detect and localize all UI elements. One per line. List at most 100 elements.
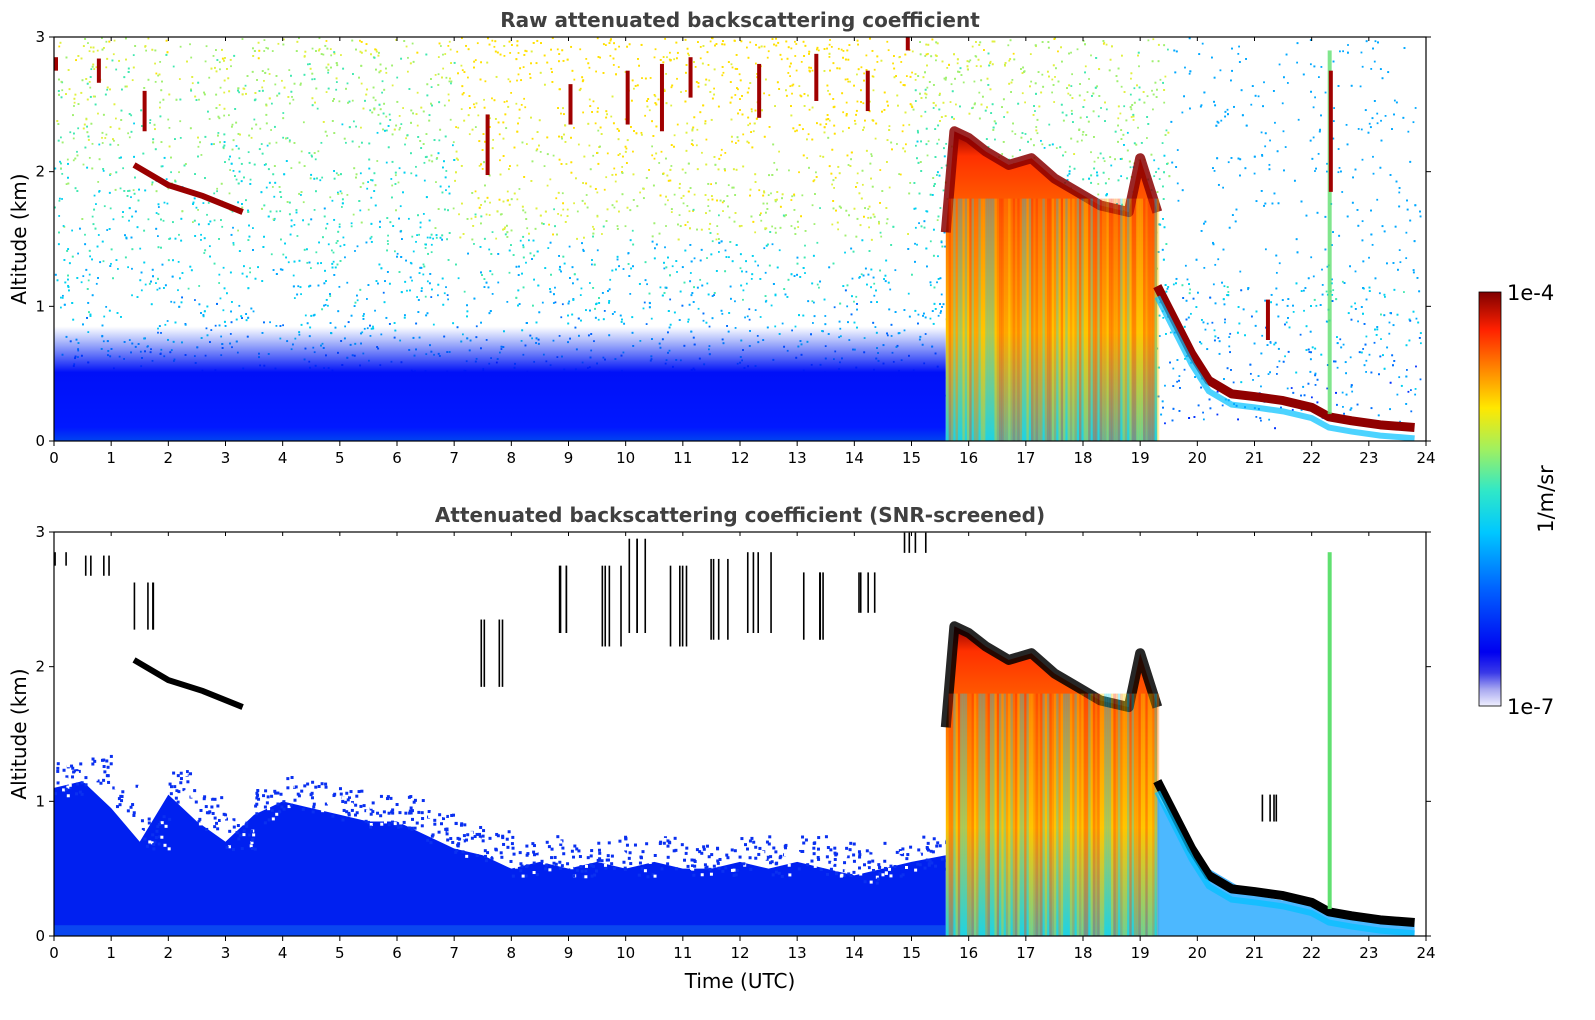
noise-speck — [1229, 332, 1232, 335]
noise-speck — [874, 137, 877, 140]
noise-speck — [924, 55, 927, 57]
noise-speck — [577, 143, 580, 146]
noise-speck — [1237, 52, 1240, 55]
noise-speck — [633, 87, 635, 90]
noise-speck — [1188, 72, 1191, 75]
noise-speck — [435, 181, 437, 183]
noise-speck — [728, 216, 731, 219]
noise-speck — [1299, 333, 1302, 336]
noise-speck — [238, 304, 241, 307]
noise-speck — [1309, 63, 1312, 66]
noise-speck — [1232, 381, 1235, 384]
noise-speck — [1214, 263, 1217, 266]
noise-speck — [665, 72, 668, 75]
noise-speck — [263, 79, 265, 82]
noise-speck — [1326, 170, 1328, 173]
noise-speck — [619, 152, 621, 155]
noise-speck — [1368, 353, 1371, 356]
noise-speck — [394, 250, 396, 253]
noise-speck — [306, 63, 309, 66]
noise-speck — [1216, 413, 1219, 416]
noise-speck — [370, 235, 373, 238]
noise-speck — [749, 41, 752, 44]
noise-speck — [1374, 40, 1377, 43]
noise-speck — [228, 192, 231, 195]
noise-speck — [275, 210, 278, 213]
noise-speck — [327, 304, 329, 307]
noise-speck — [815, 171, 817, 174]
noise-speck — [1102, 42, 1105, 45]
noise-speck — [1419, 342, 1422, 345]
noise-speck — [651, 154, 654, 157]
noise-speck — [535, 149, 538, 152]
noise-speck — [738, 73, 741, 76]
noise-speck — [616, 225, 619, 227]
noise-speck — [231, 123, 234, 126]
noise-speck — [539, 150, 542, 153]
noise-speck — [1398, 191, 1401, 194]
noise-speck — [1332, 120, 1335, 122]
noise-speck — [760, 219, 763, 222]
noise-speck — [290, 167, 293, 169]
noise-speck — [596, 191, 599, 194]
noise-speck — [313, 209, 316, 211]
noise-speck — [288, 139, 291, 142]
noise-speck — [1286, 387, 1289, 390]
noise-speck — [1165, 129, 1168, 132]
noise-speck — [701, 151, 703, 154]
noise-speck — [834, 176, 837, 179]
noise-speck — [597, 318, 600, 321]
noise-speck — [1361, 220, 1364, 223]
noise-speck — [654, 48, 657, 51]
noise-speck — [149, 121, 151, 124]
noise-speck — [1403, 291, 1405, 293]
noise-speck — [797, 226, 800, 228]
noise-speck — [885, 222, 888, 225]
noise-speck — [327, 243, 330, 246]
noise-speck — [1303, 289, 1305, 292]
noise-speck — [91, 215, 94, 218]
noise-speck — [1133, 87, 1136, 90]
noise-speck — [1226, 108, 1229, 111]
noise-speck — [1212, 283, 1215, 286]
noise-speck — [974, 102, 976, 105]
noise-speck — [1370, 68, 1373, 70]
noise-speck — [1278, 63, 1281, 66]
noise-speck — [445, 286, 447, 289]
noise-speck — [902, 124, 905, 127]
noise-speck — [1054, 76, 1056, 78]
noise-speck — [122, 167, 125, 170]
noise-speck — [159, 101, 162, 104]
noise-speck — [1184, 264, 1187, 267]
noise-speck — [73, 101, 76, 104]
noise-speck — [452, 207, 455, 210]
noise-speck — [670, 86, 673, 89]
noise-speck — [552, 154, 555, 157]
noise-speck — [516, 79, 518, 82]
noise-speck — [1130, 108, 1133, 111]
noise-speck — [1414, 393, 1417, 396]
noise-speck — [1320, 66, 1323, 68]
noise-speck — [424, 243, 427, 246]
noise-speck — [192, 221, 194, 223]
noise-speck — [200, 154, 203, 156]
panel-title-raw: Raw attenuated backscattering coefficien… — [500, 8, 980, 32]
noise-speck — [682, 202, 685, 205]
noise-speck — [335, 242, 338, 244]
noise-speck — [508, 271, 511, 274]
noise-speck — [1162, 316, 1165, 319]
noise-speck — [708, 209, 711, 212]
noise-speck — [232, 243, 235, 246]
noise-speck — [358, 145, 361, 148]
noise-speck — [61, 198, 63, 200]
noise-speck — [1342, 405, 1344, 408]
noise-speck — [1324, 91, 1327, 94]
noise-speck — [517, 73, 520, 76]
noise-speck — [275, 324, 278, 327]
noise-speck — [940, 166, 943, 169]
noise-speck — [326, 222, 329, 225]
noise-speck — [717, 251, 720, 253]
noise-speck — [445, 76, 448, 79]
noise-speck — [853, 119, 856, 122]
noise-speck — [103, 315, 106, 318]
